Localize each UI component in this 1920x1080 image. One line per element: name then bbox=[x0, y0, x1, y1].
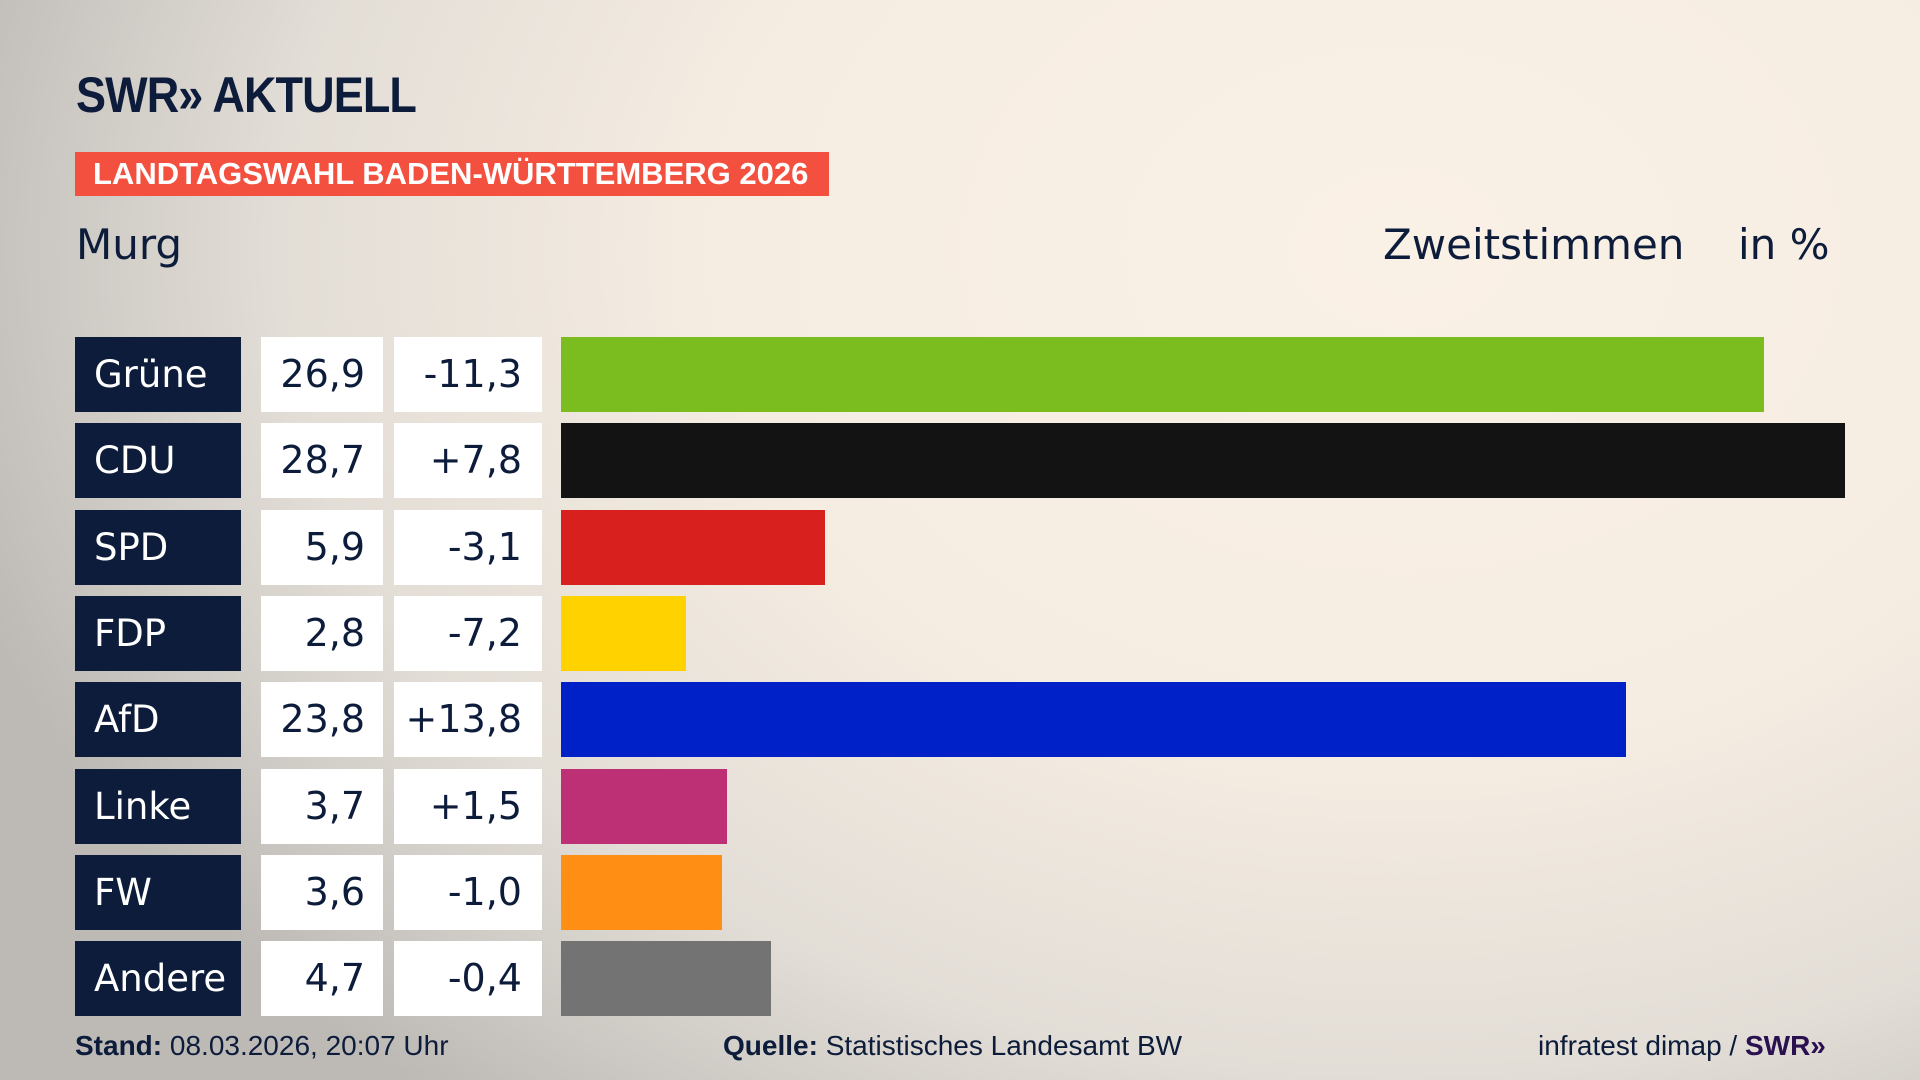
diff-label: -3,1 bbox=[394, 509, 542, 585]
region-title: Murg bbox=[76, 220, 183, 269]
bar bbox=[561, 768, 727, 844]
party-label: Linke bbox=[75, 768, 241, 844]
party-label: AfD bbox=[75, 682, 241, 758]
source: Quelle: Statistisches Landesamt BW bbox=[723, 1030, 1182, 1062]
value-label: 2,8 bbox=[261, 595, 383, 671]
bar bbox=[561, 509, 825, 585]
party-label: CDU bbox=[75, 423, 241, 499]
source-label: Quelle: bbox=[723, 1030, 818, 1061]
diff-label: +1,5 bbox=[394, 768, 542, 844]
source-value: Statistisches Landesamt BW bbox=[825, 1030, 1183, 1061]
value-label: 3,7 bbox=[261, 768, 383, 844]
bar bbox=[561, 595, 687, 671]
bar bbox=[561, 682, 1626, 758]
value-label: 5,9 bbox=[261, 509, 383, 585]
value-label: 23,8 bbox=[261, 682, 383, 758]
result-row: Linke 3,7 +1,5 bbox=[0, 768, 1920, 844]
diff-label: -0,4 bbox=[394, 941, 542, 1017]
bar bbox=[561, 423, 1845, 499]
stand-label: Stand: bbox=[75, 1030, 163, 1061]
party-label: FW bbox=[75, 854, 241, 930]
result-row: Grüne 26,9 -11,3 bbox=[0, 337, 1920, 412]
party-label: Andere bbox=[75, 941, 241, 1017]
value-label: 28,7 bbox=[261, 423, 383, 499]
unit-label: in % bbox=[1738, 220, 1830, 269]
timestamp: Stand: 08.03.2026, 20:07 Uhr bbox=[75, 1030, 449, 1062]
result-row: SPD 5,9 -3,1 bbox=[0, 509, 1920, 585]
swr-aktuell-logo: SWR» AKTUELL bbox=[76, 67, 417, 123]
result-row: AfD 23,8 +13,8 bbox=[0, 682, 1920, 758]
bar bbox=[561, 854, 723, 930]
diff-label: +13,8 bbox=[394, 682, 542, 758]
stand-value: 08.03.2026, 20:07 Uhr bbox=[169, 1030, 449, 1061]
value-label: 3,6 bbox=[261, 854, 383, 930]
party-label: SPD bbox=[75, 509, 241, 585]
bar bbox=[561, 941, 772, 1017]
diff-label: -1,0 bbox=[394, 854, 542, 930]
bar bbox=[561, 337, 1765, 412]
measure-label: Zweitstimmen bbox=[1383, 220, 1685, 269]
value-label: 26,9 bbox=[261, 337, 383, 412]
election-banner: LANDTAGSWAHL BADEN-WÜRTTEMBERG 2026 bbox=[75, 152, 829, 196]
result-row: FDP 2,8 -7,2 bbox=[0, 595, 1920, 671]
credit: infratest dimap / SWR» bbox=[1538, 1030, 1826, 1062]
credit-text: infratest dimap / bbox=[1538, 1030, 1738, 1061]
diff-label: -7,2 bbox=[394, 595, 542, 671]
value-label: 4,7 bbox=[261, 941, 383, 1017]
result-row: Andere 4,7 -0,4 bbox=[0, 941, 1920, 1017]
swr-logo: SWR» bbox=[1744, 1030, 1826, 1061]
result-row: FW 3,6 -1,0 bbox=[0, 854, 1920, 930]
diff-label: -11,3 bbox=[394, 337, 542, 412]
party-label: FDP bbox=[75, 595, 241, 671]
result-row: CDU 28,7 +7,8 bbox=[0, 423, 1920, 499]
diff-label: +7,8 bbox=[394, 423, 542, 499]
party-label: Grüne bbox=[75, 337, 241, 412]
